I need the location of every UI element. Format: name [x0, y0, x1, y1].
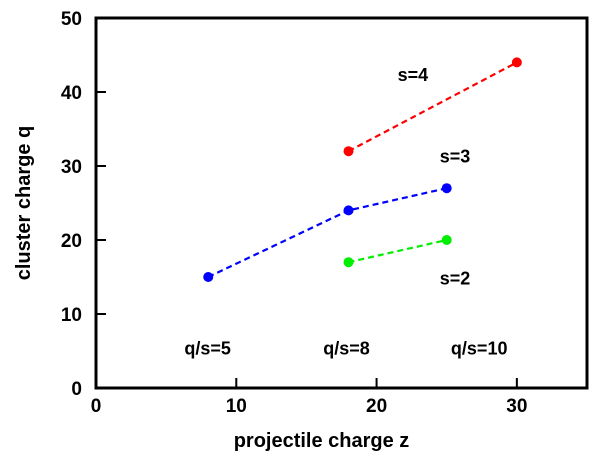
- data-point-0-0: [343, 146, 354, 157]
- annotation-3: q/s=5: [184, 339, 231, 359]
- series-layer: [203, 57, 522, 282]
- annotation-0: s=4: [398, 65, 429, 85]
- x-tick-label-3: 30: [506, 396, 527, 417]
- x-tick-label-0: 0: [91, 396, 102, 417]
- plot-area: [94, 16, 589, 390]
- data-point-1-2: [441, 183, 452, 194]
- data-point-2-0: [343, 257, 354, 268]
- y-axis-label: cluster charge q: [13, 126, 35, 281]
- x-tick-label-2: 20: [366, 396, 387, 417]
- data-point-0-1: [511, 57, 522, 68]
- data-point-1-0: [203, 272, 214, 282]
- series-line-0: [348, 61, 518, 153]
- y-tick-label-3: 30: [61, 157, 82, 178]
- data-point-1-1: [343, 205, 354, 216]
- plot-frame: [94, 16, 589, 390]
- x-axis-label: projectile charge z: [234, 430, 410, 452]
- annotation-4: q/s=8: [323, 339, 370, 359]
- y-tick-label-1: 10: [61, 305, 82, 326]
- y-tick-label-0: 0: [71, 379, 82, 400]
- annotation-layer: s=4 s=3 s=2 q/s=5 q/s=8 q/s=10: [184, 65, 507, 359]
- annotation-1: s=3: [440, 146, 471, 166]
- axis-ticks: 0 10 20 30 0 10 20 30 40 50: [61, 9, 528, 417]
- y-tick-label-5: 50: [61, 9, 82, 30]
- annotation-2: s=2: [440, 268, 471, 288]
- data-point-2-1: [441, 235, 452, 245]
- series-line-2: [348, 238, 447, 264]
- y-tick-label-4: 40: [61, 83, 82, 104]
- x-tick-label-1: 10: [226, 396, 247, 417]
- series-line-1: [207, 187, 447, 278]
- annotation-5: q/s=10: [451, 339, 508, 359]
- y-tick-label-2: 20: [61, 231, 82, 252]
